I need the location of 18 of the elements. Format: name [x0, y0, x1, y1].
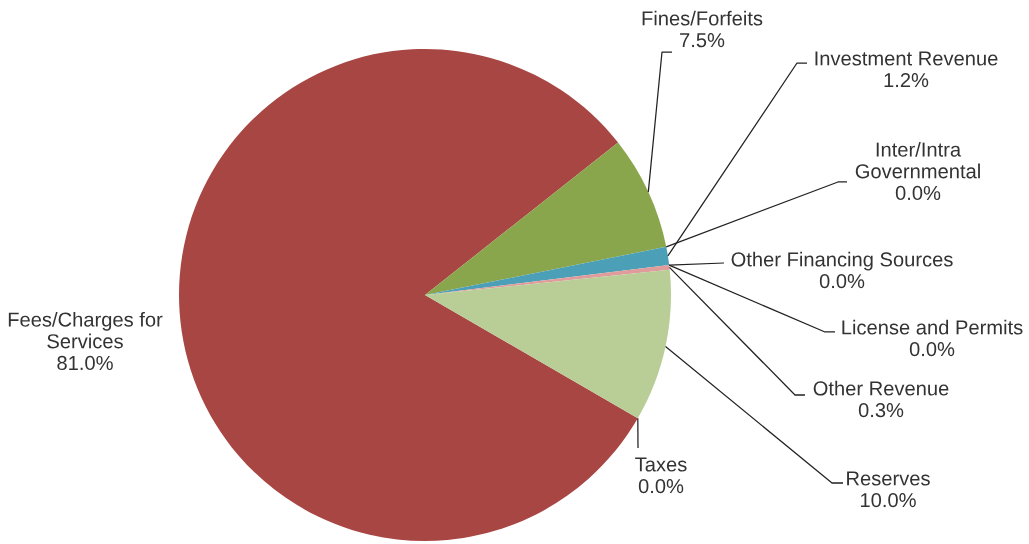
data-label: 81.0% — [57, 355, 113, 371]
text: 0.0% — [638, 478, 684, 494]
text: 0.0% — [895, 185, 941, 201]
slice-label: Investment Revenue — [815, 51, 998, 66]
slice-label: Reserves — [847, 471, 930, 486]
text: 0.0% — [819, 273, 865, 289]
category-label: Taxes — [635, 457, 687, 472]
data-label: 10.0% — [860, 492, 916, 508]
legend-label: Other Financing Sources — [731, 251, 953, 271]
slice-label: Fines/Forfeits — [642, 10, 763, 26]
data-label: 7.5% — [680, 33, 725, 48]
category-label: Inter/Intra Governmental — [855, 141, 980, 179]
data-label: 0.3% — [858, 402, 904, 418]
category-label: License and Permits — [842, 319, 1023, 335]
slice-label: Fees/Charges for Services — [8, 311, 163, 349]
slice-label: Other Revenue — [813, 380, 949, 396]
text: 0.0% — [909, 341, 955, 357]
data-label: 1.2% — [884, 72, 929, 88]
